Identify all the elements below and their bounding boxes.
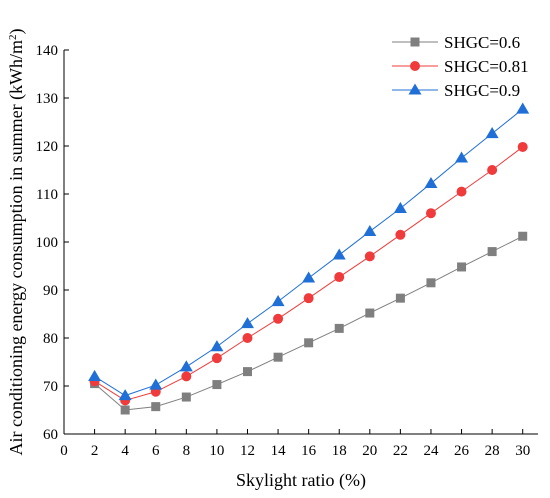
legend-marker <box>410 61 420 71</box>
data-point <box>118 389 132 401</box>
x-tick-label: 30 <box>515 443 530 459</box>
data-point <box>424 176 438 188</box>
x-tick-label: 16 <box>301 443 317 459</box>
data-point <box>334 323 344 333</box>
data-point <box>181 392 191 402</box>
x-tick-label: 4 <box>121 443 129 459</box>
data-point <box>302 271 316 283</box>
data-point <box>210 340 224 352</box>
y-axis: 60 70 80 90 100 110 120 130 140 <box>36 43 69 443</box>
data-point <box>456 186 467 197</box>
data-point <box>149 378 163 390</box>
data-point <box>393 201 407 213</box>
y-tick-label: 100 <box>36 235 59 251</box>
series-layer <box>88 102 530 415</box>
x-tick-label: 24 <box>423 443 439 459</box>
series-line <box>94 108 524 397</box>
x-axis: 0 2 4 6 8 10 12 14 16 18 20 22 24 26 28 30 <box>60 429 530 459</box>
data-point <box>88 369 102 381</box>
data-point <box>242 367 252 377</box>
y-axis-title-close: ) <box>6 28 27 34</box>
y-tick-label: 60 <box>43 427 58 443</box>
legend-marker <box>408 83 422 95</box>
legend-label: SHGC=0.6 <box>444 33 520 52</box>
legend-item: SHGC=0.81 <box>392 57 529 76</box>
legend-label: SHGC=0.9 <box>444 81 520 100</box>
y-tick-label: 130 <box>36 91 59 107</box>
data-point <box>516 102 530 114</box>
data-point <box>120 405 130 415</box>
x-axis-title: Skylight ratio (%) <box>236 470 366 491</box>
data-point <box>273 313 284 324</box>
data-point <box>179 360 193 372</box>
y-tick-label: 90 <box>43 283 58 299</box>
x-tick-label: 8 <box>183 443 191 459</box>
data-point <box>457 262 467 272</box>
data-point <box>487 165 498 175</box>
legend: SHGC=0.6 SHGC=0.81 SHGC=0.9 <box>392 33 529 100</box>
x-tick-label: 22 <box>393 443 408 459</box>
y-tick-label: 70 <box>43 379 58 395</box>
series-3 <box>88 102 530 401</box>
data-point <box>425 208 436 219</box>
data-point <box>455 151 469 163</box>
legend-marker <box>410 37 420 47</box>
data-point <box>364 251 375 262</box>
data-point <box>485 127 499 139</box>
data-point <box>211 353 222 364</box>
legend-item: SHGC=0.9 <box>392 81 520 100</box>
x-tick-label: 0 <box>60 443 68 459</box>
data-point <box>334 272 345 283</box>
data-point <box>273 352 283 362</box>
x-tick-label: 26 <box>454 443 470 459</box>
data-point <box>240 317 254 329</box>
data-point <box>212 380 222 390</box>
y-axis-title-sup: 2 <box>7 34 19 40</box>
data-point <box>181 371 192 382</box>
data-point <box>395 293 405 303</box>
data-point <box>365 308 375 318</box>
y-tick-label: 80 <box>43 331 58 347</box>
y-axis-title-main: Air conditioning energy consumption in s… <box>6 40 27 456</box>
data-point <box>332 248 346 260</box>
data-point <box>426 278 436 288</box>
data-point <box>242 333 253 343</box>
data-point <box>303 293 314 304</box>
x-tick-label: 18 <box>332 443 347 459</box>
y-tick-label: 140 <box>36 43 59 59</box>
data-point <box>487 247 497 257</box>
x-tick-label: 2 <box>91 443 99 459</box>
y-tick-label: 110 <box>36 187 58 203</box>
x-tick-label: 14 <box>271 443 287 459</box>
data-point <box>363 224 377 236</box>
legend-item: SHGC=0.6 <box>392 33 520 52</box>
x-tick-label: 6 <box>152 443 160 459</box>
series-2 <box>89 141 528 406</box>
legend-label: SHGC=0.81 <box>444 57 529 76</box>
data-point <box>151 402 161 412</box>
data-point <box>517 141 528 152</box>
data-point <box>518 231 528 241</box>
y-axis-title: Air conditioning energy consumption in s… <box>6 28 27 455</box>
plot-frame <box>63 50 538 435</box>
x-tick-label: 28 <box>485 443 500 459</box>
y-tick-label: 120 <box>36 139 59 155</box>
data-point <box>304 338 314 348</box>
x-tick-label: 20 <box>362 443 377 459</box>
data-point <box>271 295 285 307</box>
x-tick-label: 12 <box>240 443 255 459</box>
x-tick-label: 10 <box>209 443 224 459</box>
data-point <box>395 229 406 240</box>
